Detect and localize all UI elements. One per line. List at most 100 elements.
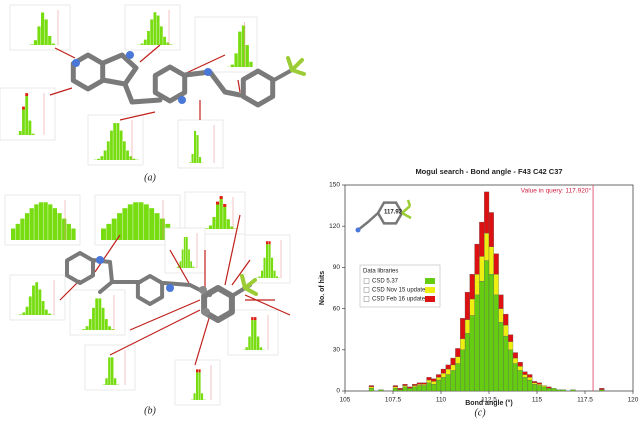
atom (72, 59, 80, 67)
bar (393, 388, 398, 391)
bar (422, 383, 427, 384)
bar (475, 244, 480, 274)
panel-label: (b) (144, 405, 156, 416)
bar (513, 364, 518, 391)
legend-checkbox (364, 288, 369, 293)
thumbnail-bar (160, 219, 165, 240)
thumbnail-bar (216, 205, 219, 229)
thumbnail-bar (62, 219, 66, 240)
bar (479, 222, 484, 256)
bar (407, 387, 412, 388)
bar (523, 375, 528, 378)
bar (451, 358, 456, 365)
ring (67, 253, 93, 283)
bar (551, 388, 556, 391)
thumbnail-bar (39, 289, 42, 315)
bar (460, 318, 465, 339)
thumbnail-bar (166, 42, 169, 45)
thumbnail-bar (29, 121, 32, 135)
x-tick-label: 112.5 (481, 397, 497, 404)
y-tick-label: 120 (329, 223, 340, 230)
thumbnail-bar (82, 329, 85, 330)
bar (441, 373, 446, 377)
thumbnail-bar (19, 131, 22, 135)
thumbnail-bar (149, 208, 154, 240)
thumbnail-bar (170, 44, 173, 45)
bar (499, 295, 504, 309)
bar (484, 192, 489, 233)
bar (436, 380, 441, 391)
bar (369, 386, 374, 387)
thumbnail-bar (25, 93, 28, 96)
legend-label: CSD Feb 16 update (372, 297, 426, 303)
bar (436, 375, 441, 378)
thumbnail-bar (108, 326, 111, 330)
query-label: Value in query: 117.920° (521, 187, 592, 195)
thumbnail-bar (112, 219, 117, 240)
bar (547, 388, 552, 391)
bar (537, 384, 542, 385)
thumbnail-bar (113, 123, 116, 160)
thumbnail-bar (194, 393, 196, 400)
bond (274, 70, 292, 80)
bar (547, 387, 552, 388)
thumbnail-bar (89, 319, 92, 330)
panel-label: (a) (144, 172, 156, 183)
thumbnail-bar (39, 202, 43, 240)
thumbnail-bar (234, 53, 237, 67)
thumbnail-bar (144, 204, 149, 240)
bar (398, 388, 403, 389)
bar (460, 339, 465, 350)
legend-label: CSD 5.37 (372, 279, 399, 285)
thumbnail-bar (22, 110, 25, 135)
bar (422, 386, 427, 391)
bar (518, 370, 523, 391)
thumbnail-bar (53, 208, 57, 240)
thumbnail-bar (139, 202, 144, 240)
bar (513, 353, 518, 358)
y-tick-label: 150 (329, 182, 340, 189)
bar (479, 256, 484, 281)
bar (431, 379, 436, 382)
bar (446, 369, 451, 374)
thumbnail-bar (19, 314, 22, 315)
thumbnail-bar (231, 65, 234, 67)
bar (403, 386, 408, 387)
bar (499, 309, 504, 323)
thumbnail-bar (48, 204, 52, 240)
thumbnail-bar (201, 393, 203, 400)
bar (398, 390, 403, 391)
thumbnail-bar (30, 208, 34, 240)
thumbnail-bar (42, 301, 45, 315)
bar (542, 387, 547, 391)
bar (403, 384, 408, 385)
thumbnail-bar (45, 310, 48, 315)
ring (243, 71, 272, 105)
thumbnail-bar (37, 26, 40, 45)
thumbnail-bar (101, 229, 106, 240)
bar (484, 261, 489, 391)
thumbnail-bar (110, 131, 113, 160)
bar (465, 292, 470, 319)
bond (103, 55, 136, 84)
thumbnail-bar (122, 208, 127, 240)
thumbnail-bar (22, 107, 25, 110)
bar (532, 381, 537, 382)
thumbnail-bar (254, 317, 256, 320)
bar (431, 384, 436, 391)
thumbnail-bar (16, 224, 20, 240)
thumbnail-bar (20, 219, 24, 240)
thumbnail-bar (102, 308, 105, 330)
molecule-panels (0, 5, 304, 405)
bar (494, 254, 499, 275)
bar (393, 387, 398, 388)
thumbnail-bar (245, 347, 247, 350)
atom (178, 96, 186, 104)
thumbnail-bar (52, 44, 55, 45)
bar (484, 233, 489, 260)
atom (204, 68, 212, 76)
bar (460, 350, 465, 391)
thumbnail-bar (129, 156, 132, 160)
